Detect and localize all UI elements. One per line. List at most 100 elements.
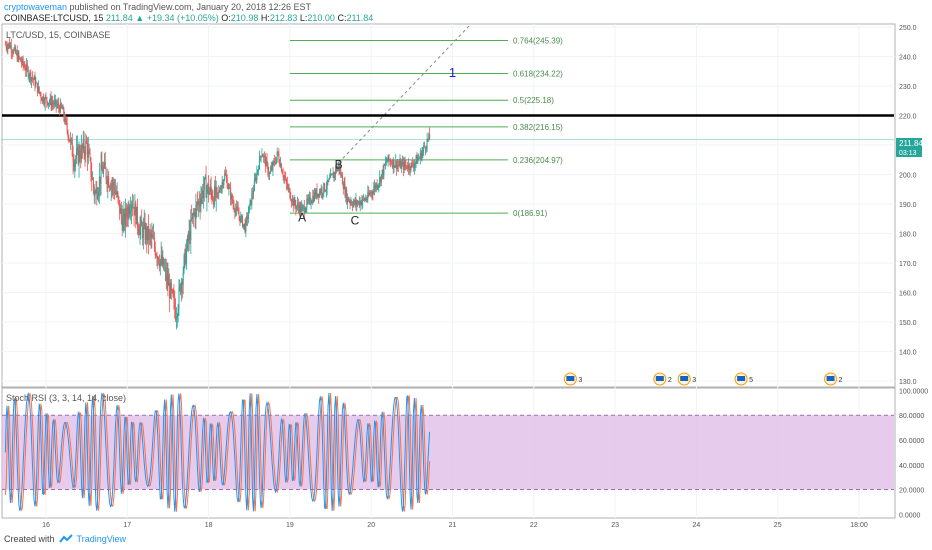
candle-body [309, 196, 311, 204]
candle-body [353, 200, 355, 203]
candle-body [314, 192, 316, 197]
last-price-tag: 211.84 03:13 [896, 138, 923, 157]
candle-body [187, 236, 189, 241]
tradingview-logo-icon [58, 534, 73, 543]
candle-body [225, 175, 227, 179]
candle-body [11, 52, 13, 53]
candle-body [313, 192, 315, 201]
candle-body [330, 174, 332, 179]
candle-body [393, 159, 395, 168]
rsi-axis[interactable]: 0.0000 20.0000 40.0000 60.0000 80.0000 100.00… [899, 388, 928, 519]
candle-body [354, 200, 356, 205]
rsi-title: Stoch RSI (3, 3, 14, 14, close) [6, 393, 126, 403]
candle-body [106, 179, 108, 185]
candle-body [254, 177, 256, 181]
price-tick-label: 220.0 [899, 113, 917, 120]
candle-body [303, 205, 305, 213]
candle-body [169, 282, 171, 299]
event-flag-body [566, 376, 575, 381]
candle-body [377, 185, 379, 188]
price-tick-label: 230.0 [899, 84, 917, 91]
candle-body [166, 275, 168, 281]
author-link[interactable]: cryptowaveman [4, 2, 68, 12]
candle-body [160, 255, 162, 261]
candle-body [257, 169, 259, 172]
candle-body [347, 196, 349, 202]
candle-body [64, 118, 66, 123]
candle-body [373, 189, 375, 194]
candle-body [137, 225, 139, 232]
candle-body [208, 184, 210, 195]
candle-body [357, 202, 359, 205]
event-markers[interactable]: 3 2 3 5 2 [563, 372, 843, 386]
rsi-tick-label: 80.0000 [899, 413, 924, 420]
candle-body [203, 189, 205, 199]
candle-body [352, 204, 354, 207]
candle-body [249, 199, 251, 205]
candle-body [253, 180, 255, 191]
candle-body [358, 201, 360, 206]
price-tick-label: 140.0 [899, 350, 917, 357]
candle-body [341, 175, 343, 185]
candle-body [350, 201, 352, 203]
candle-body [184, 249, 186, 257]
candle-body [390, 161, 392, 164]
candle-body [88, 150, 90, 154]
candle-body [18, 53, 20, 58]
candle-body [211, 191, 213, 200]
time-axis[interactable]: 16 17 18 19 20 21 22 23 24 25 18:00 [42, 522, 868, 529]
candle-body [237, 209, 239, 215]
candle-body [293, 199, 295, 207]
candle-body [69, 139, 71, 142]
candle-body [116, 192, 118, 195]
time-tick-label: 23 [611, 522, 619, 529]
candle-body [179, 284, 181, 288]
candle-body [337, 164, 339, 169]
candle-body [204, 177, 206, 178]
price-tick-label: 160.0 [899, 291, 917, 298]
candle-body [389, 160, 391, 162]
candle-body [197, 203, 199, 205]
candle-body [175, 318, 177, 320]
candle-body [300, 205, 302, 212]
candle-body [281, 171, 283, 174]
footer-brand[interactable]: TradingView [76, 534, 127, 544]
price-axis[interactable]: 130.0 140.0 150.0 160.0 170.0 180.0 190.0 200.0… [899, 25, 917, 386]
candle-body [15, 51, 17, 54]
candle-body [269, 170, 271, 174]
candle-body [263, 155, 265, 157]
stoch-rsi-series [4, 391, 431, 512]
candle-body [136, 206, 138, 226]
candle-body [21, 58, 23, 64]
candle-body [128, 206, 130, 215]
candle-body [186, 236, 188, 249]
candle-body [41, 98, 43, 102]
candle-body [319, 191, 321, 197]
candle-body [26, 64, 28, 69]
candle-body [405, 165, 407, 166]
candle-body [157, 257, 159, 260]
fib-level-label: 0.764(245.39) [513, 37, 563, 46]
candle-body [121, 216, 123, 231]
candle-body [418, 157, 420, 159]
candle-body [123, 212, 125, 220]
candle-body [56, 105, 58, 106]
candle-body [230, 195, 232, 200]
candle-body [411, 162, 413, 164]
wave-label-b: B [335, 158, 343, 172]
candle-body [79, 149, 81, 158]
candle-body [22, 58, 24, 65]
candle-body [24, 66, 26, 70]
candle-body [14, 47, 16, 50]
last-price: 211.84 [105, 13, 133, 23]
candle-body [105, 168, 107, 180]
time-tick-label: 25 [774, 522, 782, 529]
candle-body [151, 234, 153, 238]
candle-body [313, 195, 315, 201]
candle-body [402, 161, 404, 170]
fib-retracement[interactable]: 0.764(245.39) 0.618(234.22) 0.5(225.18) 0.3… [290, 24, 563, 218]
resistance-line[interactable] [2, 114, 894, 140]
candle-body [220, 186, 222, 192]
price-tick-label: 240.0 [899, 54, 917, 61]
